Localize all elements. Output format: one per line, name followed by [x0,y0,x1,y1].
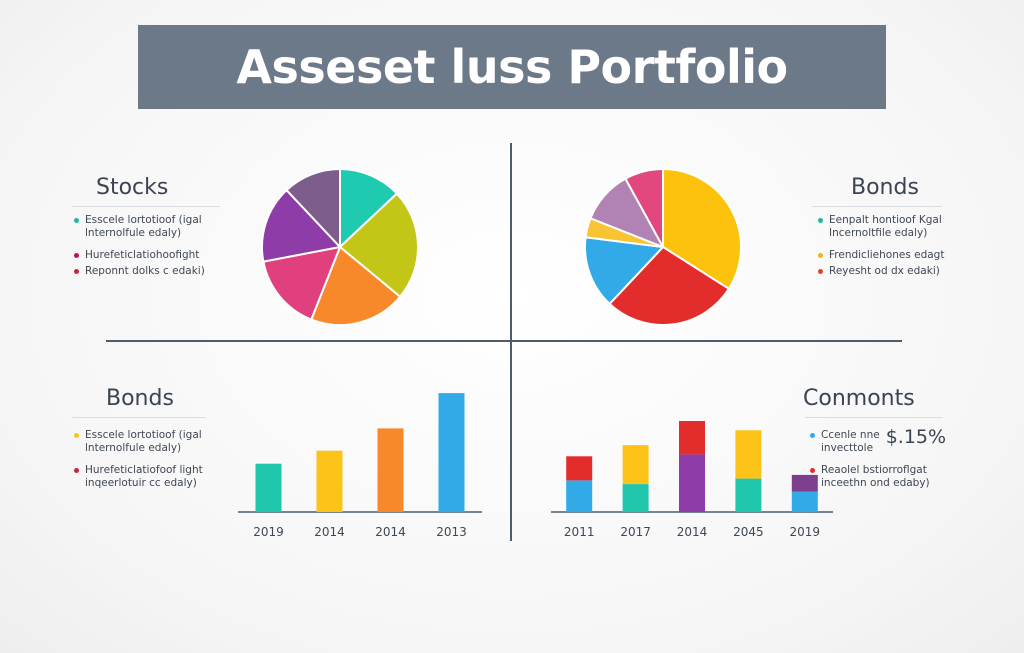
bonds-pie-legend: Eenpalt hontioof Kgal Incernoltfile edal… [818,214,968,281]
legend-item: Esscele lortotioof (igal lnternolfule ed… [74,214,224,240]
bonds-pie-title-rule [812,206,942,207]
stocks-title-rule [72,206,220,207]
title-banner: Asseset luss Portfolio [138,25,886,109]
pie-slice [261,189,341,263]
legend-swatch [818,218,823,223]
legend-value: $.15% [885,426,947,448]
legend-label: Reyesht od dx edaki) [829,265,940,277]
legend-item: Eenpalt hontioof Kgal Incernoltfile edal… [818,214,968,240]
bar [316,450,343,512]
pie-slice [624,168,664,248]
legend-item: Frendicliehones edagt [818,249,968,262]
bar [438,393,465,512]
legend-label: Reaolel bstiorroflgat inceethn ond edaby… [821,464,930,489]
legend-label: Eenpalt hontioof Kgal Incernoltfile edal… [829,214,942,239]
x-tick-label: 2011 [564,525,595,539]
x-tick-label: 2014 [375,525,406,539]
legend-label: Frendicliehones edagt [829,249,945,261]
legend-label: Esscele lortotioof (igal lnternolfule ed… [85,429,202,454]
legend-label: Reponnt dolks c edaki) [85,265,205,277]
legend-item: Reaolel bstiorroflgat inceethn ond edaby… [810,464,980,490]
stacked-bar-segment [791,491,818,512]
stacked-bar-segment [566,480,593,512]
stocks-legend: Esscele lortotioof (igal lnternolfule ed… [74,214,224,281]
legend-swatch [818,253,823,258]
conmonts-panel-title: Conmonts [803,386,915,411]
legend-item: Reyesht od dx edaki) [818,265,968,278]
bar [377,428,404,512]
x-tick-label: 2014 [314,525,345,539]
pie-slice [339,192,419,298]
conmonts-title-rule [805,417,943,418]
stacked-bar-segment [735,430,762,479]
legend-swatch [74,253,79,258]
legend-item: Reponnt dolks c edaki) [74,265,224,278]
legend-swatch [74,218,79,223]
legend-item: Ccenle nne invecttole $.15% [810,426,980,455]
pie-slice [285,168,341,248]
horizontal-divider [106,340,902,342]
stacked-bar-segment [622,445,649,485]
bonds-bar-title-rule [72,417,206,418]
bar [255,463,282,512]
legend-label: Hurefeticlatiofoof light inqeerlotuir cc… [85,464,203,489]
bonds-pie-panel-title: Bonds [851,175,919,200]
legend-label: Hurefeticlatiohoofight [85,249,200,261]
legend-swatch [818,269,823,274]
legend-item: Esscele lortotioof (igal lnternolfule ed… [74,429,224,455]
stacked-bar-segment [791,474,818,492]
x-tick-label: 2045 [733,525,764,539]
legend-swatch [810,468,815,473]
stacked-bar-segment [622,484,649,512]
pie-slice [262,246,341,321]
legend-label: Ccenle nne invecttole [821,429,880,454]
stacked-bar-segment [679,454,705,512]
bonds-bar-legend: Esscele lortotioof (igal lnternolfule ed… [74,429,224,493]
stacked-bar-segment [679,421,705,455]
pie-slice [584,236,664,305]
legend-swatch [74,269,79,274]
stacked-bar-segment [735,478,762,512]
pie-slice [608,246,730,326]
x-tick-label: 2014 [677,525,708,539]
x-tick-label: 2017 [620,525,651,539]
bonds-bar-panel-title: Bonds [106,386,174,411]
legend-item: Hurefeticlatiohoofight [74,249,224,262]
x-tick-label: 2013 [436,525,467,539]
stocks-panel-title: Stocks [96,175,169,200]
pie-slice [339,168,398,248]
conmonts-legend: Ccenle nne invecttole $.15% Reaolel bstior… [810,426,980,493]
legend-swatch [74,468,79,473]
stacked-bar-segment [566,456,593,481]
legend-item: Hurefeticlatiofoof light inqeerlotuir cc… [74,464,224,490]
legend-label: Esscele lortotioof (igal lnternolfule ed… [85,214,202,239]
legend-swatch [810,433,815,438]
page-title: Asseset luss Portfolio [236,40,788,94]
pie-slice [310,246,402,326]
x-tick-label: 2019 [253,525,284,539]
legend-swatch [74,433,79,438]
x-tick-label: 2019 [790,525,821,539]
vertical-divider [510,143,512,541]
